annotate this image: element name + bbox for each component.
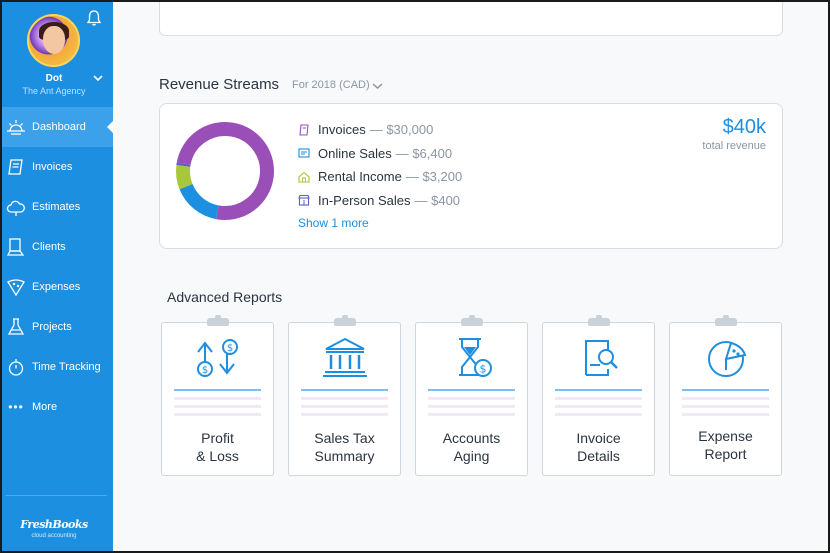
browser-icon — [298, 148, 310, 158]
legend-label: Rental Income — [318, 169, 402, 185]
sidebar-nav: Dashboard Invoices Estimates Clients — [0, 107, 113, 427]
report-label: Expense Report — [698, 428, 753, 462]
house-icon — [298, 171, 310, 183]
report-label: Invoice Details — [576, 430, 621, 464]
legend-amount: — $6,400 — [395, 145, 453, 161]
sidebar-item-invoices[interactable]: Invoices — [0, 147, 113, 187]
revenue-donut-chart — [176, 122, 274, 220]
stopwatch-icon — [8, 359, 24, 376]
chevron-down-icon[interactable] — [372, 82, 383, 90]
invoice-search-icon — [585, 340, 618, 376]
sidebar-item-label: Estimates — [32, 201, 81, 213]
donut-slice-invoices — [176, 122, 274, 220]
sidebar-item-dashboard[interactable]: Dashboard — [0, 107, 113, 147]
clipboard-clip — [461, 315, 483, 326]
legend-item-rental-income: Rental Income — $3,200 — [298, 165, 462, 189]
clients-icon — [6, 238, 25, 256]
sunrise-icon — [7, 120, 25, 135]
legend-amount: — $3,200 — [405, 169, 463, 185]
invoice-icon — [8, 159, 23, 175]
bell-icon[interactable] — [86, 9, 102, 27]
bank-icon — [323, 337, 367, 377]
user-name[interactable]: Dot — [45, 73, 63, 84]
legend-amount: — $400 — [414, 192, 461, 208]
report-card-expense-report[interactable]: Expense Report — [669, 315, 782, 476]
chevron-down-icon[interactable] — [93, 74, 103, 82]
sidebar-item-clients[interactable]: Clients — [0, 227, 113, 267]
sidebar-item-estimates[interactable]: Estimates — [0, 187, 113, 227]
clipboard-clip — [588, 315, 610, 326]
pizza-icon — [7, 279, 25, 297]
total-revenue-label: total revenue — [702, 140, 766, 152]
freshbooks-tagline: cloud accounting — [31, 533, 77, 539]
advanced-reports-title: Advanced Reports — [167, 289, 283, 305]
legend-item-in-person-sales: In-Person Sales — $400 — [298, 189, 462, 213]
report-card-invoice-details[interactable]: Invoice Details — [542, 315, 655, 476]
legend-item-online-sales: Online Sales — $6,400 — [298, 142, 462, 166]
svg-text:$: $ — [202, 365, 208, 376]
show-more-link[interactable]: Show 1 more — [298, 216, 369, 230]
revenue-card: Invoices — $30,000 Online Sales — $6,400… — [159, 103, 783, 249]
more-dots-icon: ••• — [8, 400, 24, 414]
legend-label: Invoices — [318, 122, 366, 138]
sidebar-item-label: Time Tracking — [32, 361, 101, 373]
revenue-streams-title: Revenue Streams — [159, 76, 280, 93]
avatar[interactable] — [27, 14, 80, 67]
sidebar: Dot The Ant Agency Dashboard Invoices — [0, 0, 113, 553]
top-card — [159, 0, 783, 36]
sidebar-item-label: More — [32, 401, 58, 413]
legend-amount: — $30,000 — [369, 122, 434, 138]
clipboard-clip — [207, 315, 229, 326]
svg-text:$: $ — [480, 363, 487, 376]
report-card-profit-loss[interactable]: $ $ Profit & Loss — [161, 315, 274, 476]
sidebar-item-label: Expenses — [32, 281, 81, 293]
legend-item-invoices: Invoices — $30,000 — [298, 118, 462, 142]
hourglass-icon: $ — [459, 338, 492, 377]
legend-label: Online Sales — [318, 145, 392, 161]
sidebar-item-projects[interactable]: Projects — [0, 307, 113, 347]
user-org: The Ant Agency — [22, 86, 86, 96]
clipboard-clip — [715, 315, 737, 326]
revenue-legend: Invoices — $30,000 Online Sales — $6,400… — [298, 118, 462, 230]
cloud-icon — [6, 200, 25, 216]
report-card-accounts-aging[interactable]: $ Accounts Aging — [415, 315, 528, 476]
storefront-icon — [298, 195, 310, 206]
sidebar-item-expenses[interactable]: Expenses — [0, 267, 113, 307]
sidebar-item-more[interactable]: ••• More — [0, 387, 113, 427]
freshbooks-logo: FreshBooks — [20, 518, 88, 531]
sidebar-item-label: Projects — [32, 321, 72, 333]
report-label: Sales Tax Summary — [314, 430, 375, 464]
sidebar-item-label: Clients — [32, 241, 66, 253]
report-label: Accounts Aging — [442, 430, 501, 464]
sidebar-item-time-tracking[interactable]: Time Tracking — [0, 347, 113, 387]
period-dropdown[interactable]: For 2018 (CAD) — [292, 79, 370, 91]
flask-icon — [7, 318, 25, 335]
report-card-sales-tax-summary[interactable]: Sales Tax Summary — [288, 315, 401, 476]
svg-text:$: $ — [227, 343, 233, 354]
sidebar-item-label: Invoices — [32, 161, 73, 173]
sidebar-item-label: Dashboard — [32, 121, 86, 133]
total-revenue-value: $40k — [722, 116, 766, 138]
pizza-icon — [708, 341, 747, 377]
clipboard-clip — [334, 315, 356, 326]
profit-loss-icon: $ $ — [197, 339, 238, 377]
report-label: Profit & Loss — [196, 430, 239, 464]
invoice-icon — [299, 124, 309, 136]
legend-label: In-Person Sales — [318, 192, 411, 208]
sidebar-divider — [6, 495, 107, 496]
